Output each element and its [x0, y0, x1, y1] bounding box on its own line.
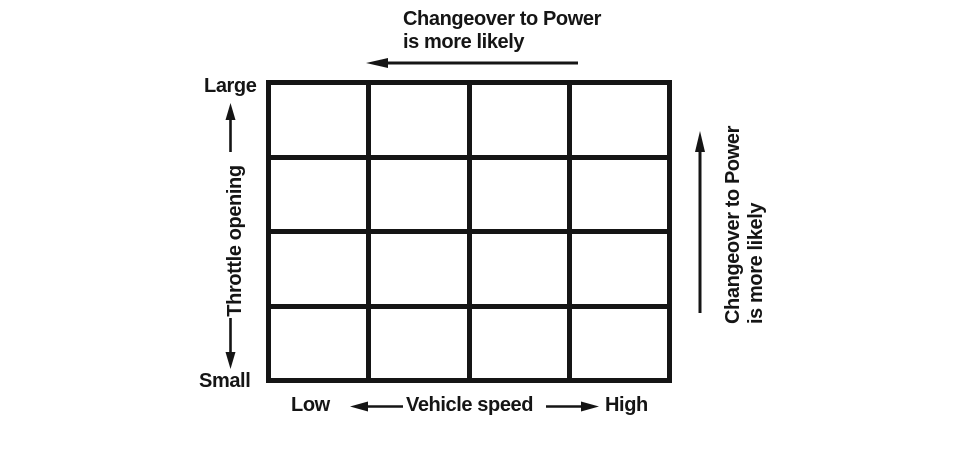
- right-annotation-line2: is more likely: [745, 202, 767, 324]
- right-up-arrow-icon: [693, 131, 707, 313]
- x-axis-max-label: High: [605, 394, 648, 416]
- top-annotation-line1: Changeover to Power: [403, 8, 601, 30]
- x-axis-min-label: Low: [291, 394, 330, 416]
- y-axis-label: Throttle opening: [224, 165, 246, 317]
- grid-cell: [471, 159, 567, 229]
- y-axis-down-arrow-icon: [224, 318, 237, 369]
- grid-cell: [571, 159, 667, 229]
- top-left-arrow-icon: [366, 56, 578, 70]
- x-axis-label: Vehicle speed: [406, 394, 534, 416]
- top-annotation: Changeover to Power is more likely: [403, 8, 601, 54]
- y-axis-up-arrow-icon: [224, 103, 237, 152]
- grid-cell: [271, 234, 367, 304]
- y-axis-max-label: Large: [204, 75, 257, 97]
- y-axis-min-label: Small: [199, 370, 251, 392]
- grid-cell: [471, 308, 567, 378]
- grid-cell: [471, 85, 567, 155]
- grid-cell: [571, 234, 667, 304]
- grid-cell: [271, 159, 367, 229]
- x-axis-right-arrow-icon: [546, 400, 599, 413]
- changeover-grid: [266, 80, 672, 383]
- grid-cell: [371, 234, 467, 304]
- grid-cell: [271, 85, 367, 155]
- grid-cell: [271, 308, 367, 378]
- grid-cell: [471, 234, 567, 304]
- x-axis-left-arrow-icon: [350, 400, 403, 413]
- grid-cell: [371, 85, 467, 155]
- grid-cell: [371, 159, 467, 229]
- grid-cell: [371, 308, 467, 378]
- right-annotation: Changeover to Power is more likely: [722, 110, 768, 324]
- grid-cell: [571, 85, 667, 155]
- top-annotation-line2: is more likely: [403, 31, 525, 53]
- right-annotation-line1: Changeover to Power: [722, 126, 744, 324]
- grid-cell: [571, 308, 667, 378]
